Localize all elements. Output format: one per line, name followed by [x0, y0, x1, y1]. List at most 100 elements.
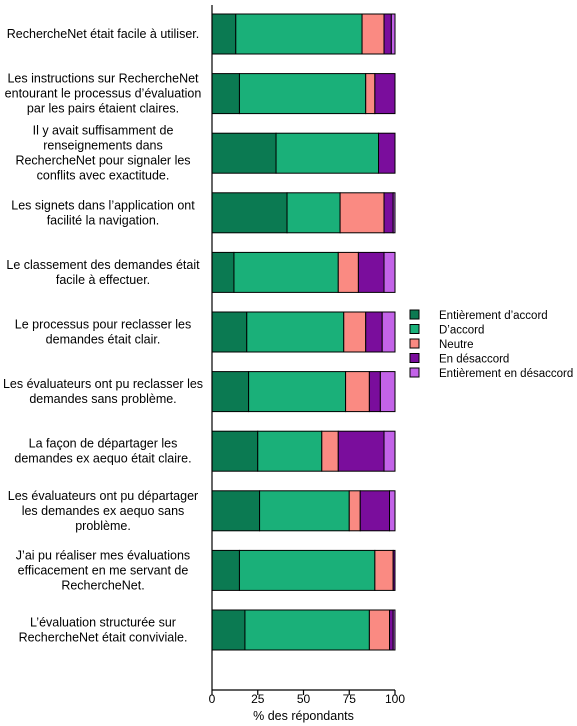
legend-label: Entièrement d’accord: [439, 310, 548, 322]
category-label-line: demandes ex aequo était claire.: [14, 452, 191, 466]
category-label-line: Il y avait suffisamment de: [33, 124, 174, 138]
bar-segment: [374, 549, 394, 591]
bar-segment: [211, 251, 235, 293]
bar-segment: [383, 430, 396, 472]
bar-segment: [211, 311, 248, 353]
category-label: Il y avait suffisamment de renseignements…: [15, 124, 190, 183]
category-label-line: conflits avec exactitude.: [37, 169, 170, 183]
bar-segment: [211, 430, 259, 472]
category-label-line: RechercheNet était facile à utiliser.: [7, 27, 199, 41]
bar-segment: [244, 609, 370, 651]
bar-segment: [357, 251, 385, 293]
bar-segment: [238, 549, 376, 591]
category-label-line: demandes sans problème.: [29, 392, 176, 406]
category-label: Le processus pour reclasser les demandes …: [15, 318, 191, 347]
bar-segment: [381, 311, 396, 353]
category-label-line: Les signets dans l’application ont: [11, 198, 195, 212]
legend: Entièrement d’accord D’accord Neutre En dés…: [409, 309, 573, 380]
bar-segment: [233, 251, 339, 293]
category-label-line: efficacement en me servant de: [18, 563, 189, 577]
legend-label: En désaccord: [439, 354, 509, 366]
category-label: RechercheNet était facile à utiliser.: [7, 27, 199, 41]
bar-segment: [374, 73, 396, 115]
category-label: Les instructions sur RechercheNet entoura…: [5, 72, 202, 116]
bar-segment: [257, 430, 323, 472]
category-label: J’ai pu réaliser mes évaluations efficace…: [16, 548, 190, 592]
category-label-line: L’évaluation structurée sur: [30, 616, 176, 630]
x-tick-label: 0: [209, 692, 216, 706]
category-label-line: facilité la navigation.: [47, 213, 160, 227]
bar-segment: [286, 192, 341, 234]
bar-segment: [238, 73, 367, 115]
bar-segment: [211, 13, 237, 55]
category-label: Le classement des demandes était facile à…: [6, 258, 200, 287]
bar-segment: [389, 609, 394, 651]
bar-segment: [275, 132, 380, 174]
bar-segment: [348, 490, 361, 532]
bar-segment: [235, 13, 363, 55]
bar-segment: [383, 13, 392, 55]
bar-segment: [211, 371, 250, 413]
category-label-line: J’ai pu réaliser mes évaluations: [16, 548, 190, 562]
category-label-line: Le processus pour reclasser les: [15, 318, 191, 332]
bar-segment: [383, 251, 396, 293]
category-label-line: Le classement des demandes était: [6, 258, 200, 272]
bar-segment: [365, 73, 376, 115]
bar-segment: [211, 609, 246, 651]
legend-swatch: [409, 338, 420, 349]
x-tick-label: 75: [343, 692, 357, 706]
legend-swatch: [409, 309, 420, 320]
bar-segment: [389, 490, 396, 532]
category-label-line: RechercheNet pour signaler les: [15, 154, 190, 168]
bar-segment: [392, 609, 396, 651]
bar-segment: [392, 549, 396, 591]
category-label-line: facile à effectuer.: [56, 273, 150, 287]
bar-segment: [211, 132, 277, 174]
category-label-line: Les évaluateurs ont pu départager: [8, 489, 198, 503]
category-label-line: renseignements dans: [43, 139, 163, 153]
bar-segment: [392, 192, 396, 234]
bar-segment: [337, 430, 385, 472]
bars-layer: [211, 13, 396, 651]
bar-segment: [343, 311, 367, 353]
category-label-line: par les pairs étaient claires.: [27, 102, 179, 116]
bar-segment: [378, 132, 396, 174]
bar-segment: [383, 192, 394, 234]
category-label-line: RechercheNet.: [61, 578, 144, 592]
x-axis: % des répondants 0 25 50 75 100: [209, 5, 405, 723]
x-tick-label: 100: [385, 692, 405, 706]
bar-segment: [379, 371, 396, 413]
legend-swatch: [409, 353, 420, 363]
x-tick-label: 50: [297, 692, 311, 706]
bar-segment: [368, 609, 391, 651]
bar-segment: [368, 371, 381, 413]
legend-label: Neutre: [439, 339, 474, 351]
category-label: L’évaluation structurée sur RechercheNet …: [19, 616, 188, 645]
bar-segment: [211, 549, 240, 591]
category-label-line: Les évaluateurs ont pu reclasser les: [3, 377, 203, 391]
category-label-line: problème.: [75, 519, 131, 533]
legend-swatch: [409, 324, 420, 334]
category-label-line: La façon de départager les: [29, 437, 178, 451]
bar-segment: [321, 430, 339, 472]
x-tick-label: 25: [251, 692, 265, 706]
category-label: Les évaluateurs ont pu départager les dem…: [8, 489, 198, 533]
category-label: La façon de départager les demandes ex ae…: [14, 437, 191, 466]
x-axis-title: % des répondants: [253, 709, 354, 723]
bar-segment: [345, 371, 370, 413]
legend-swatch: [409, 367, 420, 378]
bar-segment: [359, 490, 391, 532]
bar-segment: [248, 371, 347, 413]
bar-segment: [390, 13, 396, 55]
bar-segment: [337, 251, 359, 293]
category-label-line: Les instructions sur RechercheNet: [7, 72, 199, 86]
bar-segment: [211, 73, 240, 115]
legend-label: Entièrement en désaccord: [439, 368, 573, 380]
category-label: Les évaluateurs ont pu reclasser les dema…: [3, 377, 203, 406]
bar-segment: [211, 490, 261, 532]
category-label-line: entourant le processus d’évaluation: [5, 87, 202, 101]
category-labels: RechercheNet était facile à utiliser. Les…: [3, 27, 203, 645]
bar-segment: [259, 490, 350, 532]
legend-label: D’accord: [439, 325, 484, 337]
bar-segment: [365, 311, 383, 353]
